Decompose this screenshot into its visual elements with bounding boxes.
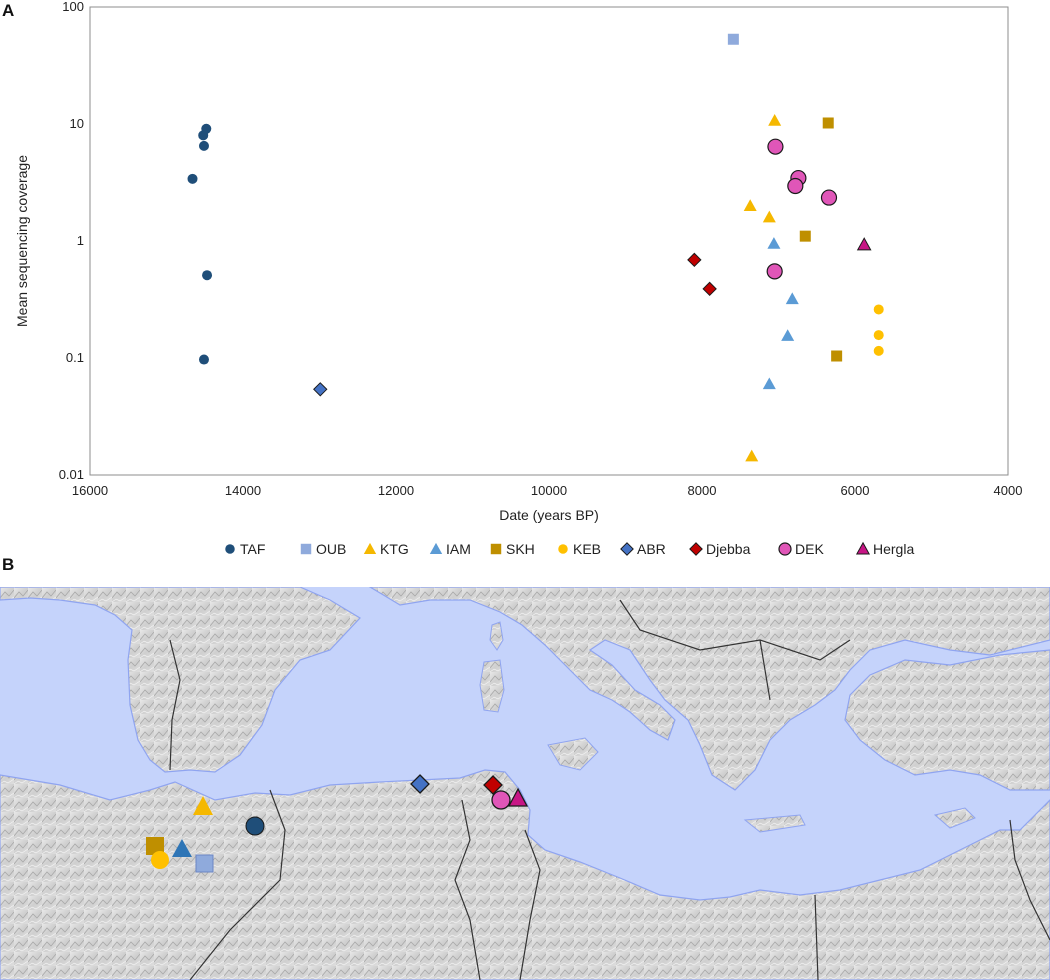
map-panel [0, 587, 1050, 980]
italy-balkans-landmass [368, 587, 1050, 791]
site-abr [410, 774, 430, 794]
site-taf [245, 816, 265, 836]
legend-label-keb: KEB [573, 541, 601, 557]
sicily-island [547, 737, 599, 771]
legend-label-taf: TAF [240, 541, 265, 557]
x-tick-label: 14000 [225, 483, 261, 498]
point-dek [787, 177, 804, 195]
point-iam [785, 292, 799, 305]
point-dek [766, 263, 783, 280]
point-taf [187, 173, 198, 184]
legend-label-dek: DEK [795, 541, 824, 557]
point-skh [822, 117, 834, 129]
site-iam [172, 839, 192, 857]
point-taf [201, 123, 212, 134]
x-axis-label: Date (years BP) [499, 507, 599, 523]
site-djebba [483, 775, 503, 795]
site-markers [146, 774, 529, 873]
site-hergla [507, 787, 529, 807]
point-taf [198, 140, 209, 151]
legend-label-oub: OUB [316, 541, 346, 557]
corsica-island [489, 621, 504, 651]
x-tick-label: 16000 [72, 483, 108, 498]
anatolia-landmass [844, 649, 1050, 791]
point-dek [767, 138, 784, 155]
plot-area [89, 6, 1009, 476]
site-dek [491, 790, 511, 810]
point-taf [202, 270, 213, 281]
legend-label-iam: IAM [446, 541, 471, 557]
legend-label-djebba: Djebba [706, 541, 751, 557]
point-ktg [768, 114, 782, 126]
cyprus-island [933, 807, 976, 829]
point-skh [831, 350, 843, 362]
point-keb [873, 304, 884, 315]
country-borders [169, 599, 1050, 980]
y-axis-label: Mean sequencing coverage [14, 155, 30, 327]
point-ktg [762, 210, 776, 223]
point-iam [767, 237, 781, 249]
site-ktg [193, 796, 213, 815]
point-ktg [743, 199, 757, 211]
point-djebba [687, 252, 702, 268]
point-dek [820, 189, 838, 206]
scatter-chart: 16000 14000 12000 10000 8000 6000 4000 0.01 0.1… [14, 0, 1022, 523]
legend-marker-dek [778, 542, 792, 556]
point-iam [781, 329, 795, 341]
point-iam [762, 377, 776, 390]
legend-marker-hergla [855, 541, 871, 555]
y-tick-label: 0.1 [66, 350, 84, 365]
y-axis-ticks: 0.01 0.1 1 10 100 [59, 0, 84, 482]
point-djebba [702, 281, 717, 297]
legend-label-hergla: Hergla [873, 541, 914, 557]
crete-island [743, 814, 806, 833]
site-oub [195, 854, 214, 873]
legend-label-skh: SKH [506, 541, 535, 557]
x-tick-label: 4000 [994, 483, 1023, 498]
point-taf [198, 354, 209, 365]
point-keb [873, 330, 884, 341]
y-tick-label: 0.01 [59, 467, 84, 482]
point-oub [727, 33, 739, 45]
data-points [187, 33, 884, 462]
panel-b-label: B [2, 555, 14, 574]
x-tick-label: 10000 [531, 483, 567, 498]
legend-marker-djebba [689, 542, 703, 556]
x-tick-label: 6000 [841, 483, 870, 498]
site-keb [151, 851, 169, 869]
point-hergla [856, 237, 872, 251]
y-tick-label: 100 [62, 0, 84, 14]
point-ktg [745, 449, 759, 462]
x-axis-ticks: 16000 14000 12000 10000 8000 6000 4000 [72, 483, 1023, 498]
point-keb [873, 345, 884, 356]
legend-label-ktg: KTG [380, 541, 409, 557]
y-tick-label: 1 [77, 233, 84, 248]
legend-marker-skh [490, 543, 502, 555]
x-tick-label: 12000 [378, 483, 414, 498]
legend: TAF OUB KTG IAM SKH KEB ABR Djebba DEK Hergla [225, 541, 914, 557]
sardinia-island [479, 659, 505, 713]
legend-marker-iam [429, 542, 443, 554]
point-abr [313, 382, 328, 397]
panel-a-label: A [2, 1, 14, 20]
legend-marker-abr [620, 542, 634, 556]
site-skh [146, 837, 164, 855]
legend-marker-keb [558, 544, 568, 554]
point-skh [799, 230, 811, 242]
x-tick-label: 8000 [688, 483, 717, 498]
legend-label-abr: ABR [637, 541, 666, 557]
legend-marker-taf [225, 544, 235, 554]
legend-marker-ktg [363, 542, 377, 554]
legend-marker-oub [300, 543, 312, 555]
y-tick-label: 10 [70, 116, 84, 131]
